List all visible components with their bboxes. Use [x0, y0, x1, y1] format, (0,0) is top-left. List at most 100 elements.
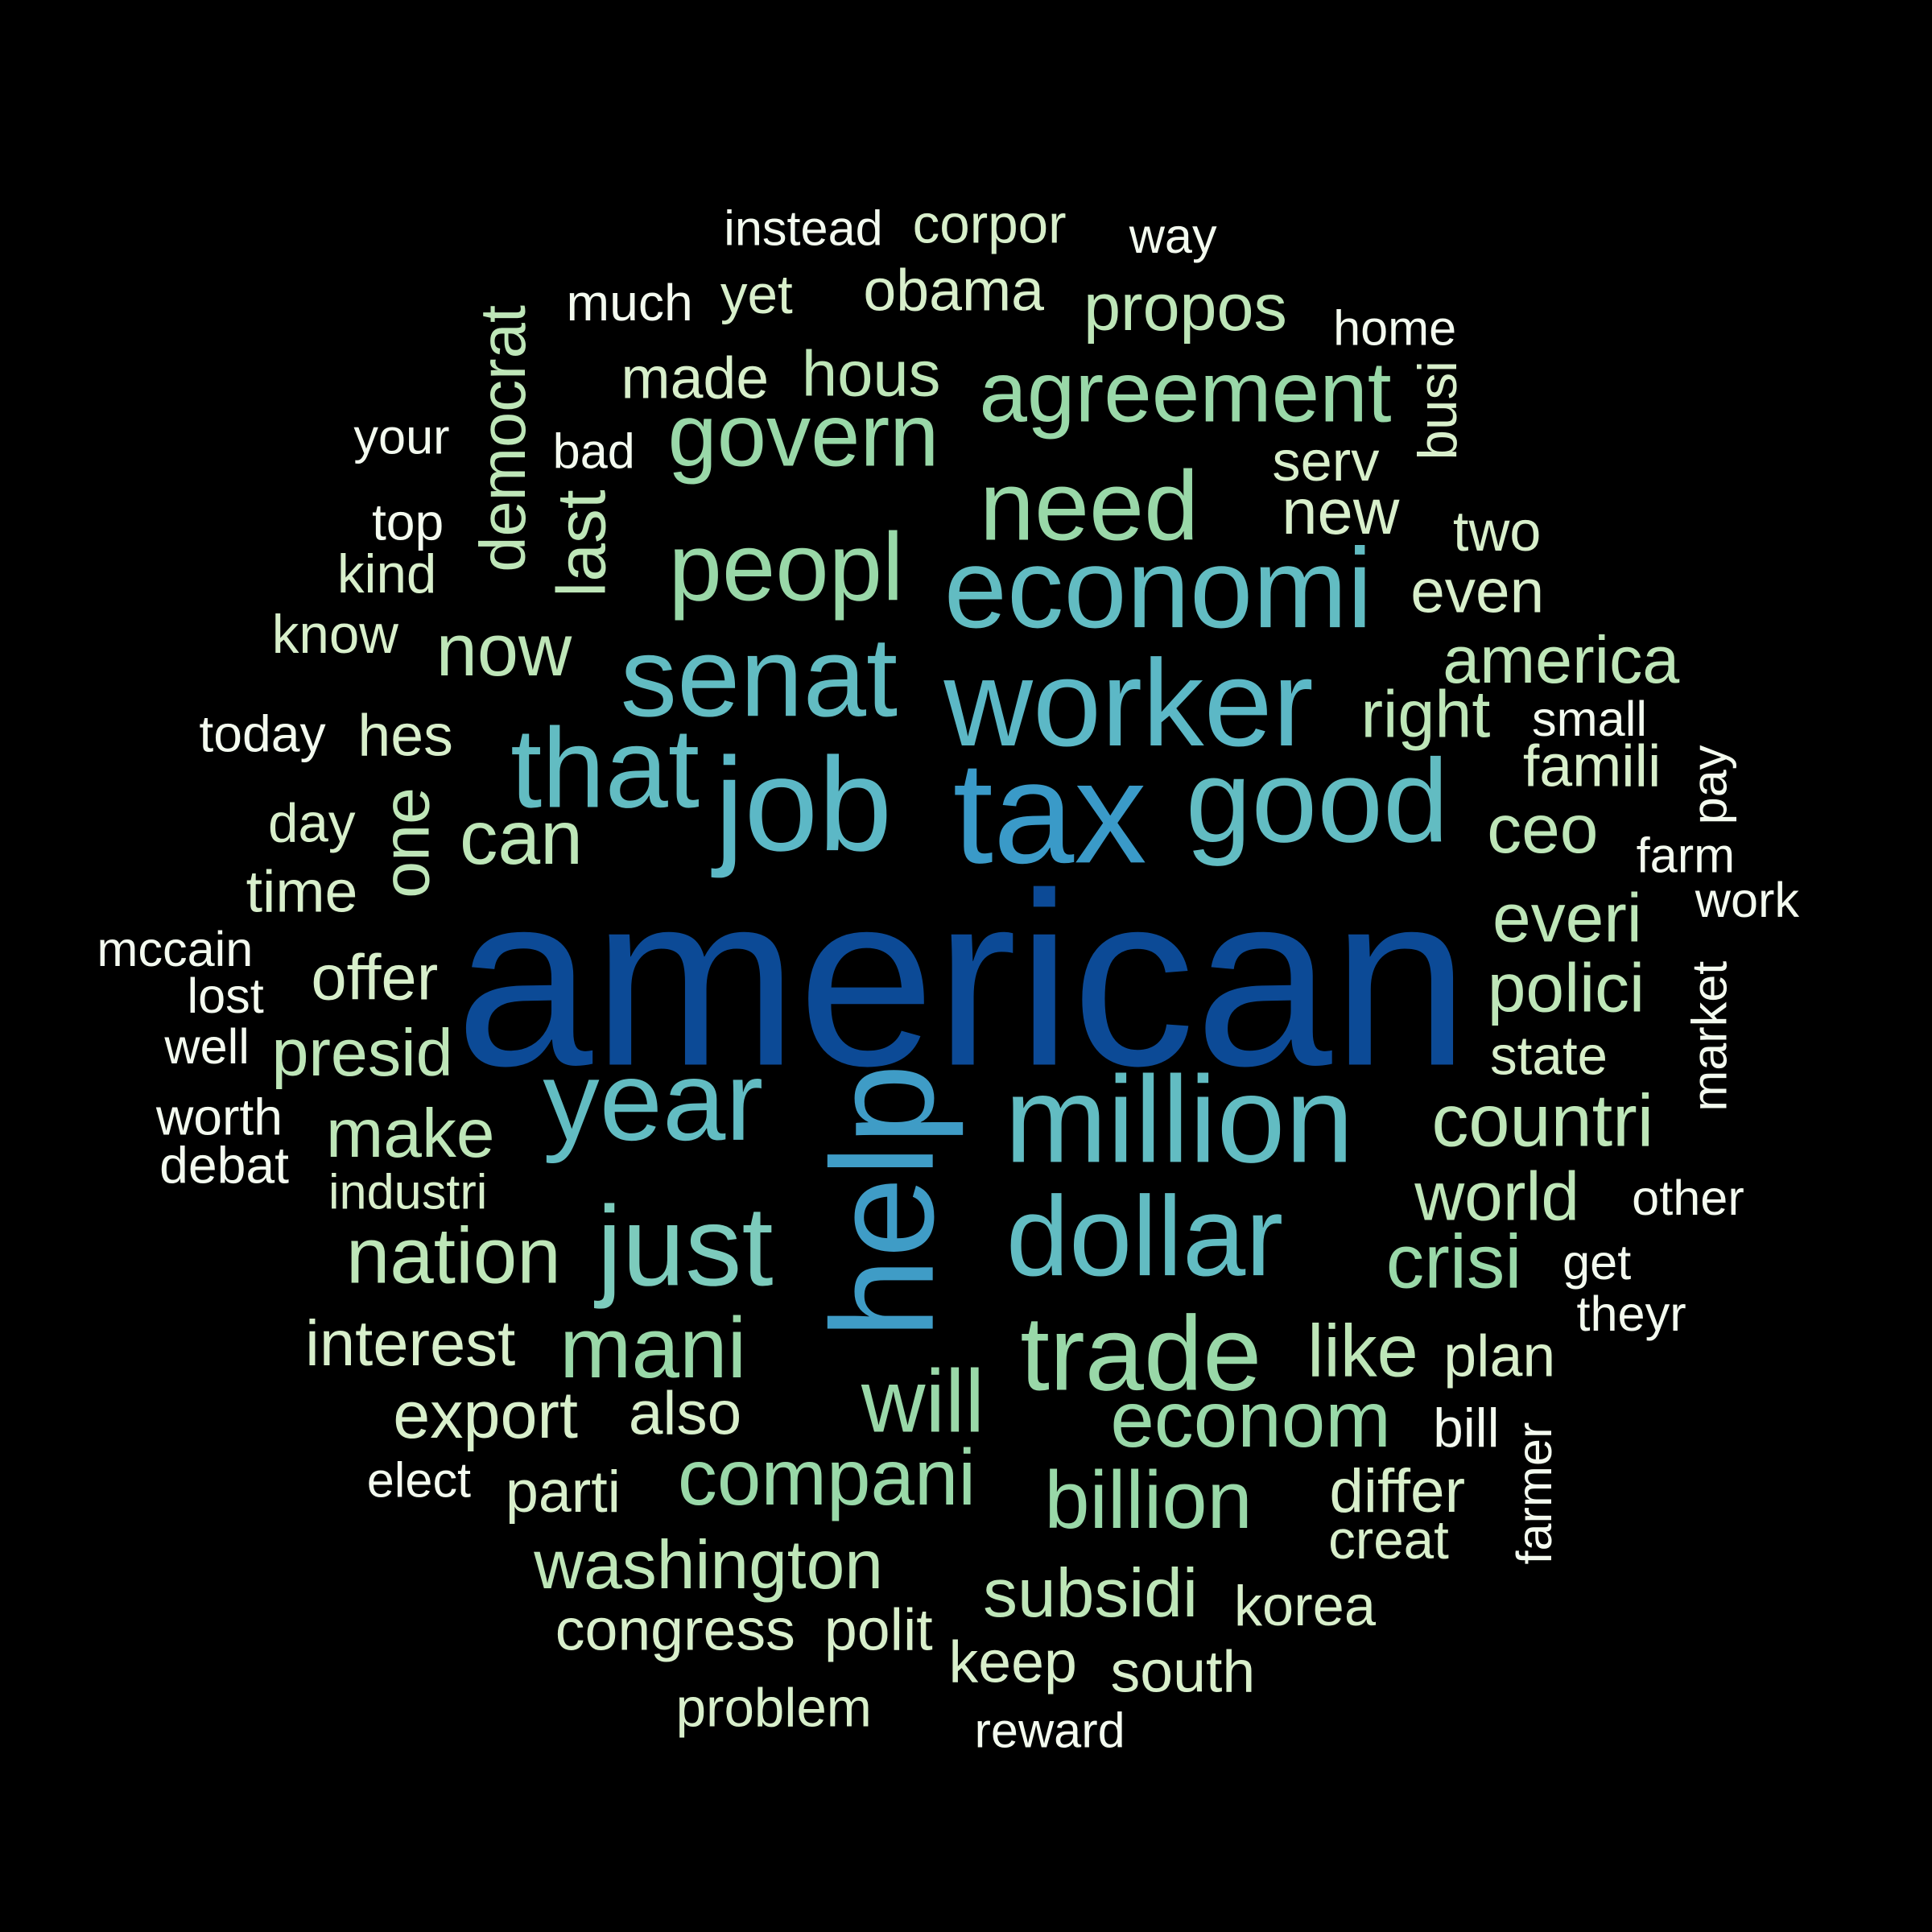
word-hous: hous — [801, 338, 941, 411]
word-peopl: peopl — [668, 512, 904, 621]
word-keep: keep — [948, 1629, 1077, 1696]
word-made: made — [621, 346, 770, 412]
word-billion: billion — [1044, 1454, 1253, 1546]
word-yet: yet — [720, 265, 793, 326]
word-million: million — [1004, 1051, 1354, 1190]
word-market: market — [1682, 960, 1738, 1112]
word-mccain: mccain — [97, 923, 254, 977]
word-propos: propos — [1084, 270, 1287, 345]
word-dollar: dollar — [1005, 1174, 1284, 1300]
word-nation: nation — [345, 1211, 561, 1300]
word-will: will — [861, 1352, 985, 1452]
word-good: good — [1185, 735, 1449, 868]
word-kind: kind — [336, 544, 437, 605]
word-busi: busi — [1408, 360, 1469, 460]
word-now: now — [436, 609, 572, 691]
word-well: well — [164, 1020, 250, 1075]
word-subsidi: subsidi — [983, 1554, 1199, 1632]
word-agreement: agreement — [979, 344, 1392, 440]
word-even: even — [1410, 556, 1545, 626]
word-work: work — [1695, 873, 1800, 928]
word-plan: plan — [1443, 1324, 1556, 1390]
word-elect: elect — [366, 1454, 472, 1509]
word-that: that — [510, 706, 700, 832]
word-washington: washington — [534, 1525, 883, 1604]
word-new: new — [1282, 477, 1400, 549]
word-reward: reward — [974, 1703, 1125, 1759]
word-export: export — [393, 1378, 578, 1453]
word-much: much — [566, 273, 693, 332]
word-state: state — [1489, 1026, 1608, 1087]
word-farmer: farmer — [1508, 1422, 1563, 1565]
word-lost: lost — [187, 969, 264, 1024]
word-south: south — [1110, 1640, 1256, 1706]
word-american: american — [455, 842, 1469, 1118]
word-presid: presid — [271, 1016, 453, 1091]
word-worth: worth — [155, 1088, 283, 1146]
word-also: also — [628, 1378, 742, 1448]
word-korea: korea — [1233, 1573, 1376, 1638]
word-last: last — [542, 489, 620, 597]
word-know: know — [271, 605, 398, 666]
word-help: help — [802, 1063, 965, 1340]
word-world: world — [1414, 1157, 1580, 1235]
word-corpor: corpor — [912, 194, 1067, 255]
word-bad: bad — [552, 425, 635, 480]
word-get: get — [1563, 1236, 1632, 1290]
word-theyr: theyr — [1576, 1287, 1686, 1342]
word-compani: compani — [677, 1433, 976, 1522]
word-serv: serv — [1272, 428, 1380, 493]
word-senat: senat — [620, 614, 898, 741]
word-can: can — [459, 795, 583, 881]
word-mani: mani — [559, 1299, 747, 1397]
word-your: your — [353, 410, 450, 465]
word-congress: congress — [555, 1598, 795, 1664]
word-creat: creat — [1328, 1510, 1449, 1571]
word-offer: offer — [311, 942, 439, 1014]
word-polit: polit — [824, 1598, 933, 1664]
word-farm: farm — [1636, 829, 1736, 884]
word-other: other — [1632, 1171, 1744, 1226]
word-make: make — [325, 1094, 495, 1172]
word-govern: govern — [667, 386, 939, 486]
word-industri: industri — [328, 1165, 488, 1220]
word-ceo: ceo — [1487, 790, 1599, 868]
word-pay: pay — [1682, 745, 1738, 825]
word-famili: famili — [1522, 734, 1662, 800]
word-countri: countri — [1431, 1079, 1654, 1162]
word-instead: instead — [724, 202, 883, 257]
word-worker: worker — [943, 634, 1314, 773]
word-hes: hes — [357, 703, 453, 770]
word-econom: econom — [1110, 1375, 1391, 1464]
word-economi: economi — [943, 526, 1373, 652]
word-differ: differ — [1329, 1456, 1466, 1525]
word-bill: bill — [1433, 1398, 1500, 1459]
word-polici: polici — [1487, 948, 1645, 1026]
word-tax: tax — [952, 732, 1147, 895]
word-day: day — [267, 793, 356, 854]
word-year: year — [543, 1038, 764, 1165]
word-job: job — [714, 729, 893, 879]
word-trade: trade — [1020, 1294, 1262, 1414]
word-parti: parti — [506, 1459, 621, 1525]
word-like: like — [1307, 1310, 1418, 1393]
word-one: one — [369, 786, 444, 898]
word-everi: everi — [1492, 878, 1642, 956]
word-time: time — [246, 860, 358, 926]
word-small: small — [1532, 692, 1647, 747]
word-two: two — [1452, 498, 1542, 564]
word-obama: obama — [863, 258, 1045, 324]
word-home: home — [1333, 301, 1457, 357]
word-debat: debat — [159, 1136, 290, 1195]
word-top: top — [371, 493, 444, 551]
word-america: america — [1443, 623, 1680, 698]
word-democrat: democrat — [468, 305, 540, 572]
word-right: right — [1360, 677, 1491, 752]
word-just: just — [597, 1183, 774, 1311]
word-today: today — [199, 704, 326, 763]
word-need: need — [979, 451, 1199, 561]
word-problem: problem — [675, 1678, 872, 1739]
word-way: way — [1129, 209, 1217, 264]
word-crisi: crisi — [1385, 1220, 1522, 1305]
